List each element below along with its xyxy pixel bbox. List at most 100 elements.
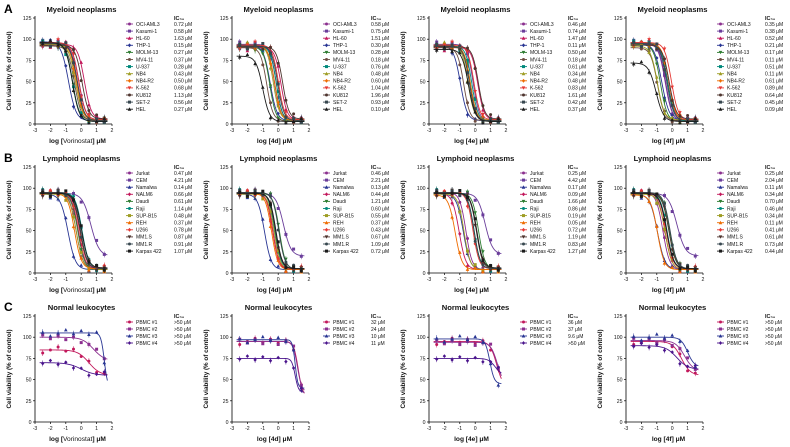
legend-item: OCI-AML3 0.58 μM	[323, 22, 389, 28]
x-tick-label: -1	[63, 426, 68, 432]
data-point	[647, 199, 651, 203]
legend-ic50: >50 μM	[765, 341, 782, 347]
legend-label: REH	[727, 221, 738, 227]
x-tick-label: 0	[671, 128, 674, 134]
data-point	[40, 330, 45, 334]
legend-ic50: 1.13 μM	[174, 93, 192, 99]
legend-ic50: 1.14 μM	[174, 206, 192, 212]
legend-item: NB4-R2 0.61 μM	[717, 79, 783, 85]
x-axis-label: log [4f] μM	[652, 287, 686, 294]
data-point	[686, 117, 690, 121]
data-point	[473, 198, 477, 202]
legend-item: KU812 0.64 μM	[717, 93, 783, 99]
data-point	[268, 358, 273, 363]
data-point	[481, 259, 485, 263]
x-tick-label: -1	[654, 426, 659, 432]
x-tick-label: 1	[686, 426, 689, 432]
legend-item: MM1.R 1.09 μM	[323, 242, 389, 248]
x-tick-label: -2	[442, 128, 447, 134]
data-point	[632, 41, 636, 45]
x-axis-label: log [4f] μM	[652, 138, 686, 145]
x-tick-label: -2	[48, 426, 53, 432]
x-tick-label: -2	[639, 128, 644, 134]
legend-ic50: 0.61 μM	[765, 235, 783, 241]
legend-header: IC₅₀	[174, 165, 185, 171]
y-tick-label: 0	[620, 420, 623, 426]
legend-item: Namalwa 0.14 μM	[126, 185, 192, 191]
y-tick-label: 75	[223, 207, 229, 213]
x-tick-label: -3	[624, 277, 629, 283]
legend-item: CEM 4.21 μM	[126, 178, 192, 184]
data-point	[64, 53, 68, 57]
legend-item: Karpas 422 0.44 μM	[717, 249, 783, 255]
data-point	[87, 373, 91, 378]
data-point	[466, 71, 469, 75]
data-point	[473, 263, 477, 267]
x-tick-label: 1	[686, 128, 689, 134]
legend-ic50: 0.46 μM	[568, 22, 586, 28]
data-point	[481, 263, 485, 267]
legend-header: IC₅₀	[371, 314, 382, 320]
legend-ic50: 0.72 μM	[371, 249, 389, 255]
y-tick-label: 50	[420, 80, 426, 86]
legend-ic50: 0.11 μM	[765, 72, 783, 78]
x-tick-label: 2	[111, 277, 114, 283]
x-tick-label: -3	[624, 128, 629, 134]
legend-item: PBMC #1 36 μM	[520, 320, 582, 326]
legend-label: Jurkat	[530, 171, 544, 177]
data-point	[48, 337, 52, 341]
data-point	[655, 75, 659, 79]
data-point	[72, 215, 75, 219]
legend-marker	[128, 171, 131, 175]
data-point	[291, 119, 296, 123]
data-point	[458, 250, 462, 254]
data-point	[71, 366, 76, 370]
x-tick-label: -3	[427, 426, 432, 432]
y-axis-label: Cell viability (% of control)	[6, 329, 13, 408]
legend-ic50: 0.60 μM	[371, 79, 389, 85]
x-axis-label: log [Vorinostat] μM	[49, 287, 106, 294]
legend-ic50: 4.21 μM	[174, 178, 192, 184]
axes	[34, 16, 112, 125]
x-tick-label: -2	[639, 277, 644, 283]
data-point	[481, 108, 485, 112]
legend-label: HEL	[530, 107, 540, 113]
legend-marker	[521, 50, 526, 55]
data-point	[261, 85, 265, 89]
data-point	[253, 337, 257, 342]
legend-label: SUP-B15	[727, 213, 748, 219]
legend-item: NB4-R2 0.48 μM	[520, 79, 586, 85]
data-point	[678, 347, 682, 351]
data-point	[253, 61, 257, 66]
legend-marker	[324, 341, 329, 345]
legend-item: NB4 0.11 μM	[717, 72, 783, 78]
legend-item: NB4 0.34 μM	[520, 72, 586, 78]
legend-marker	[324, 86, 329, 90]
legend-item: Namalwa 0.17 μM	[520, 185, 586, 191]
data-point	[435, 191, 439, 195]
data-point	[662, 47, 667, 51]
y-axis-label: Cell viability (% of control)	[203, 180, 210, 259]
legend-label: CEM	[530, 178, 541, 184]
data-point	[276, 264, 280, 268]
data-point	[685, 269, 690, 273]
legend-marker	[521, 78, 526, 83]
y-tick-label: 125	[614, 16, 623, 22]
data-point	[284, 339, 288, 343]
legend-label: U266	[333, 228, 345, 234]
legend-marker	[324, 36, 329, 40]
y-tick-label: 0	[29, 122, 32, 128]
legend-ic50: >50 μM	[765, 334, 782, 340]
legend-ic50: 0.83 μM	[568, 86, 586, 92]
legend-marker	[718, 71, 723, 76]
data-point	[87, 268, 91, 272]
data-point	[481, 104, 485, 108]
data-point	[56, 362, 60, 367]
data-point	[292, 265, 296, 269]
y-tick-label: 0	[423, 271, 426, 277]
data-point	[473, 107, 477, 111]
data-point	[56, 43, 60, 47]
data-point	[238, 43, 242, 47]
legend-label: NALM6	[136, 192, 153, 198]
legend-item: U-937 0.76 μM	[323, 64, 389, 70]
